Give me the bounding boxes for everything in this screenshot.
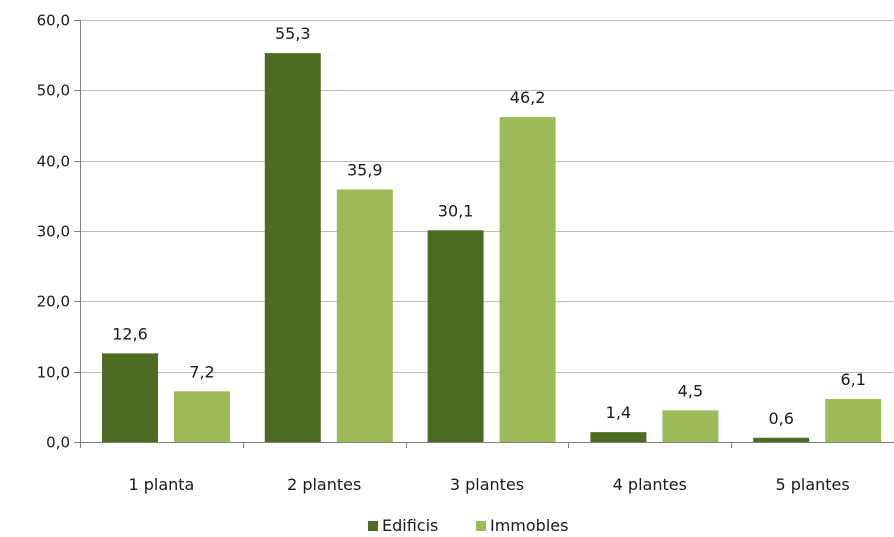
data-labels: 12,6 7,2 55,3 35,9 30,1 46,2 1,4 4,5 0,6 6,1	[112, 24, 866, 428]
category-label: 1 planta	[128, 475, 194, 494]
data-label: 46,2	[510, 88, 546, 107]
legend-label: Edificis	[382, 516, 438, 535]
x-axis	[80, 20, 894, 448]
data-label: 1,4	[606, 403, 631, 422]
y-tick-label: 60,0	[37, 12, 70, 30]
bars	[102, 53, 882, 442]
data-label: 35,9	[347, 161, 383, 180]
bar-immobles	[336, 189, 393, 442]
data-label: 4,5	[678, 381, 703, 400]
y-tick-label: 40,0	[37, 153, 70, 171]
bar-edificis	[264, 53, 321, 442]
y-tick-label: 10,0	[37, 364, 70, 382]
legend-swatch	[368, 521, 378, 531]
category-labels: 1 planta 2 plantes 3 plantes 4 plantes 5 pla…	[128, 475, 849, 494]
data-label: 7,2	[189, 362, 214, 381]
legend-swatch	[476, 521, 486, 531]
y-axis-ticks: 0,0 10,0 20,0 30,0 40,0 50,0 60,0	[37, 12, 80, 452]
legend: Edificis Immobles	[368, 516, 568, 535]
category-label: 2 plantes	[287, 475, 361, 494]
data-label: 30,1	[438, 201, 474, 220]
data-label: 6,1	[840, 370, 865, 389]
bar-edificis	[753, 437, 810, 442]
category-label: 4 plantes	[613, 475, 687, 494]
bar-edificis	[590, 432, 647, 442]
bar-immobles	[662, 410, 719, 442]
bar-immobles	[174, 391, 230, 442]
y-tick-label: 20,0	[37, 293, 70, 311]
y-tick-label: 50,0	[37, 82, 70, 100]
legend-label: Immobles	[490, 516, 568, 535]
data-label: 12,6	[112, 324, 148, 343]
y-tick-label: 0,0	[46, 434, 70, 452]
data-label: 55,3	[275, 24, 311, 43]
bar-immobles	[825, 399, 882, 442]
bar-immobles	[499, 117, 556, 442]
bar-edificis	[427, 230, 484, 442]
gridlines	[80, 20, 894, 373]
bar-edificis	[102, 353, 158, 442]
category-label: 5 plantes	[775, 475, 849, 494]
category-label: 3 plantes	[450, 475, 524, 494]
y-tick-label: 30,0	[37, 223, 70, 241]
data-label: 0,6	[768, 409, 793, 428]
